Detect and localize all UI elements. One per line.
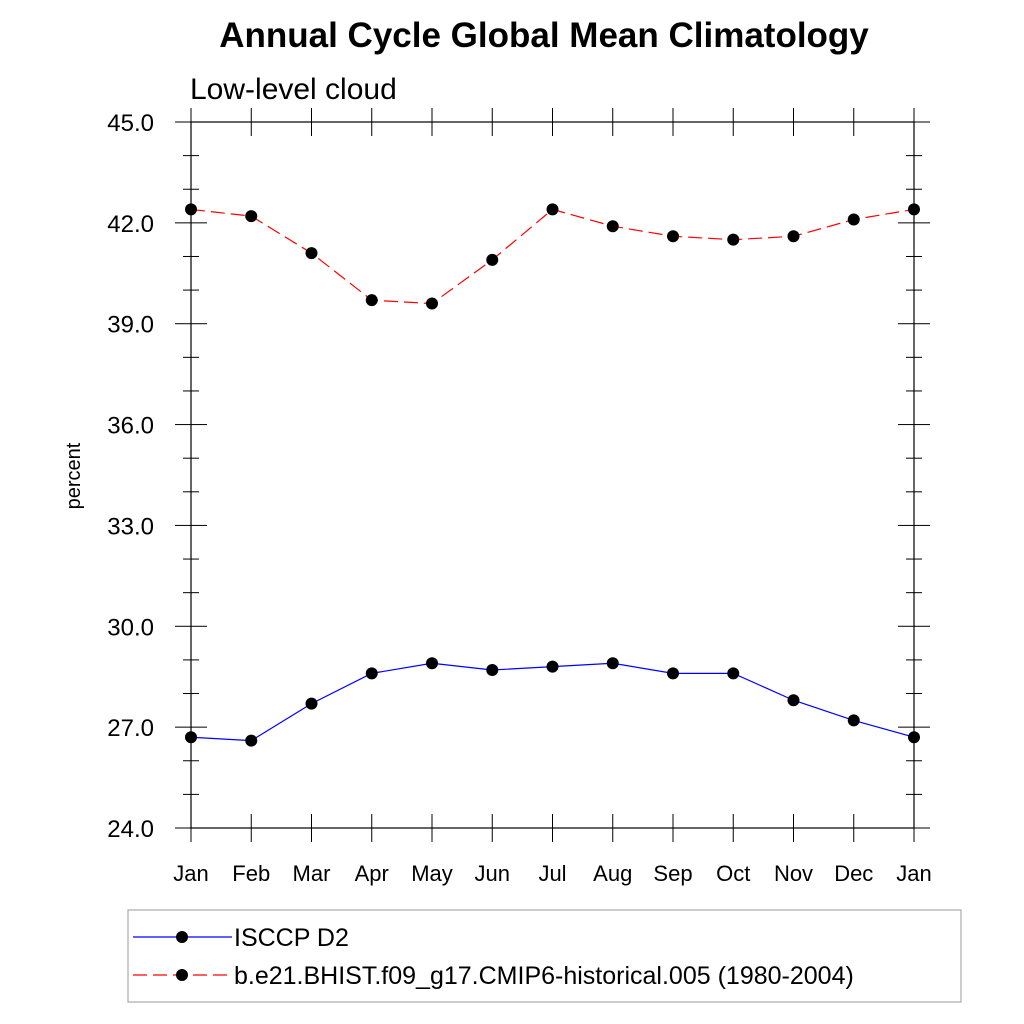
y-tick-label: 45.0 [107,110,154,137]
legend-label: b.e21.BHIST.f09_g17.CMIP6-historical.005… [234,962,854,990]
data-point [185,203,197,216]
series-0 [185,657,920,747]
y-tick-label: 33.0 [107,513,154,540]
x-tick-label: Jun [475,861,510,886]
x-tick-label: Nov [774,861,813,886]
data-point [365,294,378,307]
data-point [727,667,740,680]
data-point [908,731,920,744]
data-point [185,731,197,744]
x-tick-label: Mar [293,861,331,886]
legend: ISCCP D2 b.e21.BHIST.f09_g17.CMIP6-histor… [133,924,854,990]
data-point [305,247,318,260]
axes: 24.0 27.0 30.0 33.0 36.0 39.0 42.0 45.0 Jan Feb Ma… [107,108,932,886]
y-tick-label: 39.0 [107,312,154,339]
data-point [486,663,499,676]
data-point [245,210,258,223]
data-point [606,657,619,670]
data-point [847,213,860,226]
x-tick-label: May [411,861,453,886]
x-tick-label: Oct [716,861,750,886]
data-point [546,660,559,673]
data-point [365,667,378,680]
x-tick-label: Aug [593,861,632,886]
legend-box [127,909,962,1003]
data-point [606,220,619,233]
x-tick-label: Sep [653,861,692,886]
data-point [727,233,740,246]
data-point [245,734,258,747]
legend-label: ISCCP D2 [234,924,349,952]
data-point [908,203,920,216]
y-axis-label: percent [63,442,85,509]
data-point [546,203,559,216]
x-tick-label: Feb [232,861,270,886]
x-tick-label: Jan [173,861,208,886]
x-tick-label: Jul [538,861,566,886]
plot-frame [190,121,915,829]
y-tick-label: 30.0 [107,614,154,641]
y-tick-label: 42.0 [107,211,154,238]
chart-title: Annual Cycle Global Mean Climatology [219,16,869,55]
data-point [486,253,499,266]
data-point [847,714,860,727]
series-1 [185,203,920,310]
legend-marker [176,969,188,981]
x-tick-label: Dec [834,861,873,886]
series-line [190,208,915,305]
legend-marker [176,931,188,943]
legend-item: b.e21.BHIST.f09_g17.CMIP6-historical.005… [133,962,854,990]
y-tick-label: 36.0 [107,413,154,440]
data-point [787,230,800,243]
legend-item: ISCCP D2 [133,924,349,952]
data-point [426,297,438,310]
x-tick-label: Jan [896,861,931,886]
data-point [426,657,438,670]
x-tick-label: Apr [355,861,389,886]
series-line [190,662,915,742]
data-point [667,230,679,243]
y-tick-label: 27.0 [107,715,154,742]
data-point [305,697,318,710]
data-point [787,694,800,707]
chart-subtitle: Low-level cloud [190,73,397,106]
plot-series [185,203,920,747]
y-tick-label: 24.0 [107,816,154,843]
data-point [667,667,679,680]
